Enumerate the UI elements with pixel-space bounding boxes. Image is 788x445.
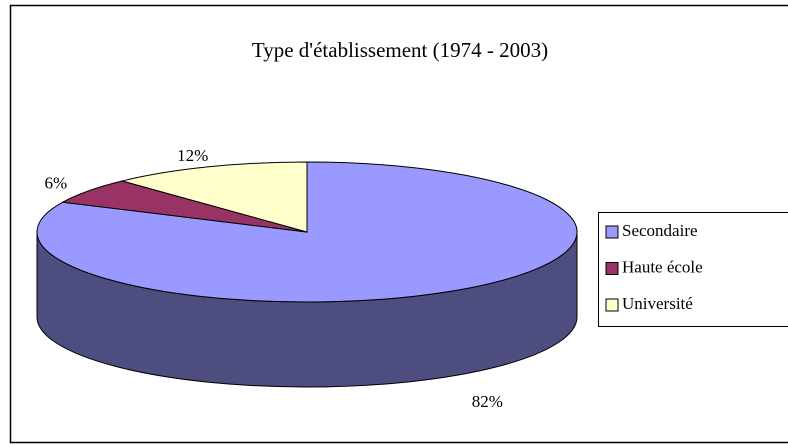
data-label: 12% (177, 146, 208, 165)
legend-label: Secondaire (622, 221, 698, 240)
legend-swatch (605, 262, 619, 275)
legend-label: Haute école (622, 257, 703, 276)
data-label: 82% (472, 392, 503, 411)
data-label: 6% (44, 174, 67, 193)
legend-box (598, 212, 788, 327)
slice (120, 161, 308, 233)
legend-swatch (605, 298, 619, 312)
chart-title: Type d'établissement (1974 - 2003) (252, 38, 548, 62)
legend-swatch (605, 225, 619, 239)
legend-label: Université (622, 294, 693, 313)
